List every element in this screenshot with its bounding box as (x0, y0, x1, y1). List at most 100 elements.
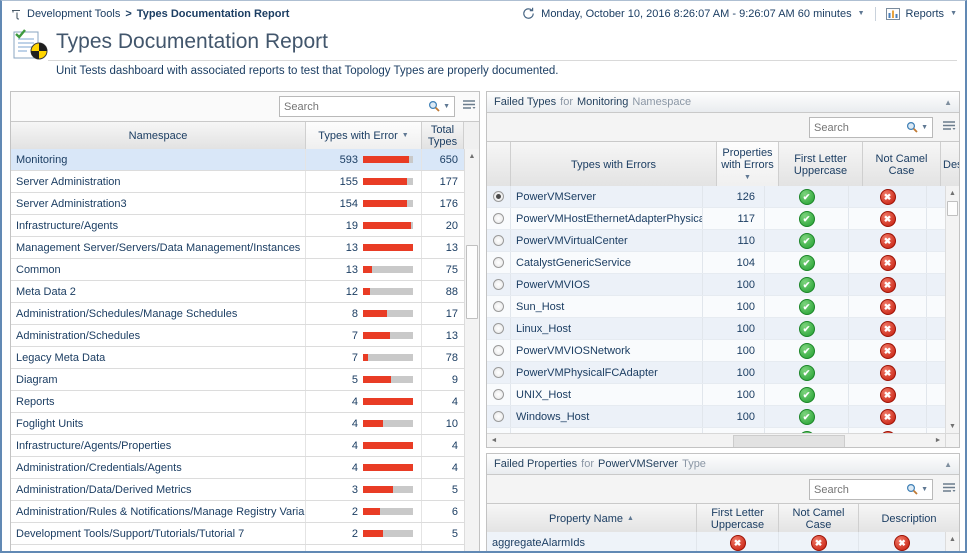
namespace-row[interactable]: Administration/Schedules 7 13 (11, 325, 464, 347)
failed-type-row[interactable]: PowerVMVIOSNetwork 100 ✔ ✖ (487, 340, 945, 362)
types-with-error-cell: 593 (306, 149, 422, 170)
row-radio-button[interactable] (493, 345, 504, 356)
scroll-down-button[interactable]: ▼ (949, 422, 956, 430)
table-customizer-icon[interactable] (942, 120, 956, 132)
failed-property-row[interactable]: aggregateAlarmIds ✖ ✖ ✖ (487, 532, 945, 551)
column-header-property-name[interactable]: Property Name ▲ (487, 504, 697, 534)
column-header-not-camel-case[interactable]: Not Camel Case (779, 504, 859, 534)
breadcrumb-section[interactable]: Development Tools (27, 7, 121, 20)
failed-type-row[interactable]: PowerVMVIOS 100 ✔ ✖ (487, 274, 945, 296)
failed-properties-search-input[interactable] (810, 483, 907, 496)
namespace-row[interactable]: Common 13 75 (11, 259, 464, 281)
search-options-dropdown-icon[interactable]: ▼ (921, 486, 928, 493)
namespace-row[interactable]: Administration/Data/Derived Metrics 3 5 (11, 479, 464, 501)
namespace-row[interactable]: Development Tools/Support/Tutorials/Tuto… (11, 523, 464, 545)
error-count: 2 (351, 505, 358, 518)
failed-properties-vertical-scrollbar[interactable]: ▲ (945, 532, 959, 551)
failed-type-row[interactable]: PowerVMServer 126 ✔ ✖ (487, 186, 945, 208)
type-name-cell: Linux_Host (511, 318, 703, 339)
scroll-up-button[interactable]: ▲ (949, 189, 956, 197)
row-radio-button[interactable] (493, 367, 504, 378)
types-with-error-cell: 4 (306, 457, 422, 478)
first-letter-uppercase-cell: ✔ (765, 428, 849, 433)
type-name-cell: PowerVMPhysicalFCAdapter (511, 362, 703, 383)
scroll-left-button[interactable]: ◄ (490, 437, 498, 444)
namespaces-search-input[interactable] (280, 100, 429, 113)
collapse-panel-icon[interactable]: ▲ (944, 459, 952, 469)
column-header-namespace[interactable]: Namespace (11, 122, 306, 149)
fail-icon: ✖ (879, 364, 896, 381)
failed-type-row[interactable]: PowerVMPhysicalFCAdapter 100 ✔ ✖ (487, 362, 945, 384)
namespace-row[interactable]: Management Server/Servers/Data Managemen… (11, 237, 464, 259)
failed-types-vertical-scrollbar[interactable]: ▲ ▼ (945, 186, 959, 433)
reports-menu-label[interactable]: Reports (905, 7, 945, 20)
failed-types-search-input[interactable] (810, 121, 907, 134)
namespace-row[interactable]: Administration/Rules & Notifications/Man… (11, 501, 464, 523)
failed-type-row[interactable]: ✔✖ (487, 428, 945, 433)
scrollbar-thumb[interactable] (466, 245, 478, 319)
namespace-row[interactable]: Monitoring 593 650 (11, 149, 464, 171)
collapse-panel-icon[interactable]: ▲ (944, 97, 952, 107)
namespace-row[interactable]: Infrastructure/Agents/Properties 4 4 (11, 435, 464, 457)
row-radio-button[interactable] (493, 213, 504, 224)
column-header-types-with-errors[interactable]: Types with Errors (511, 142, 717, 188)
namespace-row[interactable]: Meta Data 2 12 88 (11, 281, 464, 303)
reports-dropdown-icon[interactable]: ▼ (950, 10, 957, 17)
namespace-row[interactable]: Administration/Credentials/Agents 4 4 (11, 457, 464, 479)
time-range-dropdown-icon[interactable]: ▼ (857, 10, 865, 17)
failed-type-row[interactable]: Linux_Host 100 ✔ ✖ (487, 318, 945, 340)
scrollbar-thumb[interactable] (947, 201, 958, 216)
pass-icon: ✔ (798, 254, 815, 271)
namespace-row[interactable]: Diagram 5 9 (11, 369, 464, 391)
namespace-row[interactable]: Legacy Meta Data 7 78 (11, 347, 464, 369)
namespaces-vertical-scrollbar[interactable]: ▲ (464, 149, 479, 551)
failed-type-row[interactable]: CatalystGenericService 104 ✔ ✖ (487, 252, 945, 274)
namespace-row[interactable]: Server Administration3 154 176 (11, 193, 464, 215)
namespace-cell: Meta Data 2 (11, 281, 306, 302)
table-customizer-icon[interactable] (462, 99, 476, 111)
search-icon[interactable] (906, 483, 919, 496)
namespace-cell: Infrastructure/Agents/Properties (11, 435, 306, 456)
scroll-up-button[interactable]: ▲ (468, 152, 476, 160)
failed-type-row[interactable]: Windows_Host 100 ✔ ✖ (487, 406, 945, 428)
search-options-dropdown-icon[interactable]: ▼ (921, 124, 928, 131)
table-customizer-icon[interactable] (942, 482, 956, 494)
namespace-row[interactable]: Reports 4 4 (11, 391, 464, 413)
failed-types-horizontal-scrollbar[interactable]: ◄ ► (487, 433, 945, 447)
failed-type-row[interactable]: UNIX_Host 100 ✔ ✖ (487, 384, 945, 406)
fail-icon: ✖ (879, 254, 896, 271)
row-radio-button[interactable] (493, 191, 504, 202)
row-radio-button[interactable] (493, 257, 504, 268)
column-header-first-letter-uppercase[interactable]: First Letter Uppercase (697, 504, 779, 534)
row-radio-button[interactable] (493, 301, 504, 312)
column-header-description-clipped[interactable]: Description (943, 159, 959, 171)
row-radio-button[interactable] (493, 279, 504, 290)
search-icon[interactable] (428, 100, 441, 113)
failed-type-row[interactable]: PowerVMVirtualCenter 110 ✔ ✖ (487, 230, 945, 252)
time-range-label[interactable]: Monday, October 10, 2016 8:26:07 AM - 9:… (541, 7, 852, 20)
column-header-total-types[interactable]: Total Types (422, 122, 464, 149)
failed-type-row[interactable]: Sun_Host 100 ✔ ✖ (487, 296, 945, 318)
namespace-row[interactable]: Foglight Units 4 10 (11, 413, 464, 435)
row-radio-button[interactable] (493, 411, 504, 422)
properties-with-errors-cell: 110 (703, 230, 765, 251)
total-types-cell: 6 (451, 505, 458, 518)
row-radio-button[interactable] (493, 323, 504, 334)
column-header-not-camel-case[interactable]: Not Camel Case (863, 142, 941, 188)
row-radio-button[interactable] (493, 389, 504, 400)
scrollbar-thumb[interactable] (733, 435, 845, 447)
column-header-first-letter-uppercase[interactable]: First Letter Uppercase (779, 142, 863, 188)
column-header-description[interactable]: Description (881, 513, 937, 525)
column-header-types-with-error[interactable]: Types with Error ▼ (306, 122, 422, 149)
namespace-row[interactable]: Infrastructure/Agents 19 20 (11, 215, 464, 237)
namespace-row[interactable]: Server Administration 155 177 (11, 171, 464, 193)
search-icon[interactable] (906, 121, 919, 134)
namespace-row[interactable]: Administration/Agents/Agent Status 2 3 (11, 545, 464, 551)
scroll-right-button[interactable]: ► (934, 437, 942, 444)
column-header-properties-with-errors[interactable]: Properties with Errors ▼ (717, 142, 779, 188)
scroll-up-button[interactable]: ▲ (949, 535, 956, 543)
search-options-dropdown-icon[interactable]: ▼ (443, 103, 450, 110)
namespace-row[interactable]: Administration/Schedules/Manage Schedule… (11, 303, 464, 325)
failed-type-row[interactable]: PowerVMHostEthernetAdapterPhysicalPort11… (487, 208, 945, 230)
row-radio-button[interactable] (493, 235, 504, 246)
